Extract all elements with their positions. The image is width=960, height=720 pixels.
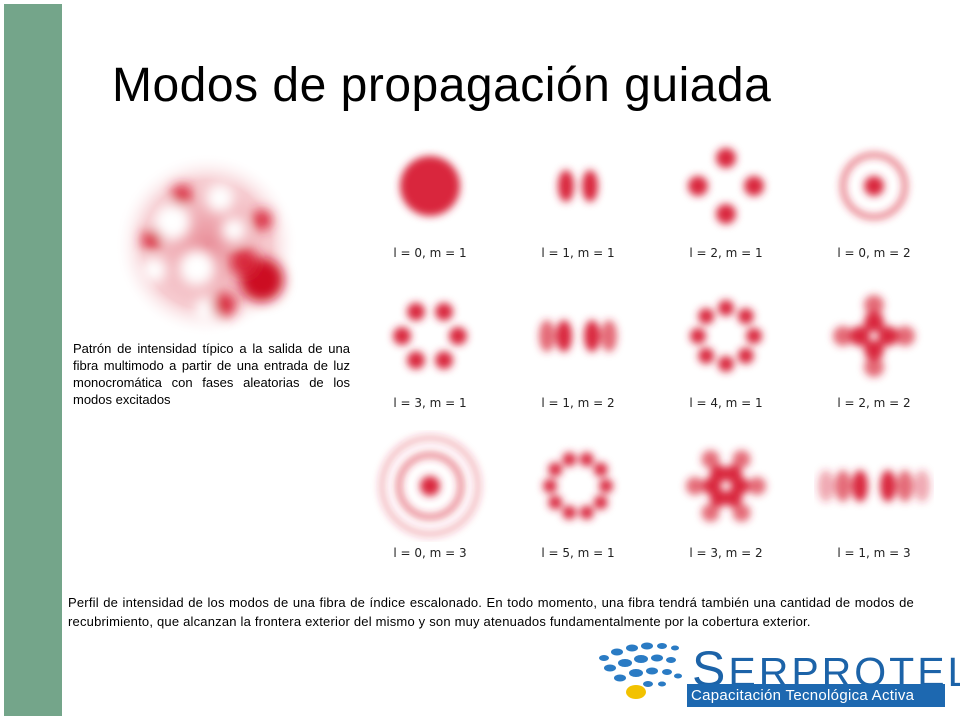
mode-intensity-pattern xyxy=(818,470,930,502)
mode-intensity-pattern xyxy=(393,302,467,370)
mode-intensity-pattern xyxy=(686,450,766,522)
mode-intensity-pattern xyxy=(688,148,764,224)
mode-intensity-pattern xyxy=(840,152,908,220)
mode-profile-1-1: l = 1, m = 1 xyxy=(508,130,648,280)
mode-label: l = 0, m = 1 xyxy=(393,246,467,260)
mode-intensity-pattern xyxy=(400,156,460,216)
mode-label: l = 0, m = 2 xyxy=(837,246,911,260)
mode-label: l = 1, m = 3 xyxy=(837,546,911,560)
mode-intensity-pattern xyxy=(543,452,613,520)
mode-intensity-pattern xyxy=(833,295,915,377)
mode-profile-5-1: l = 5, m = 1 xyxy=(508,430,648,580)
mode-profile-0-3: l = 0, m = 3 xyxy=(360,430,500,580)
logo-tagline: Capacitación Tecnológica Activa xyxy=(687,684,945,707)
mode-label: l = 3, m = 2 xyxy=(689,546,763,560)
mode-profile-grid: l = 0, m = 1 l = 1, m = 1 l = 2, m = 1 l = … xyxy=(360,130,930,582)
mode-label: l = 2, m = 2 xyxy=(837,396,911,410)
mode-profile-4-1: l = 4, m = 1 xyxy=(656,280,796,430)
mode-profile-3-1: l = 3, m = 1 xyxy=(360,280,500,430)
mode-label: l = 2, m = 1 xyxy=(689,246,763,260)
mode-intensity-pattern xyxy=(690,300,762,372)
mode-profile-0-1: l = 0, m = 1 xyxy=(360,130,500,280)
mode-label: l = 0, m = 3 xyxy=(393,546,467,560)
slide-title: Modos de propagación guiada xyxy=(112,59,772,112)
mode-intensity-pattern xyxy=(558,170,598,202)
mode-label: l = 1, m = 1 xyxy=(541,246,615,260)
mode-label: l = 4, m = 1 xyxy=(689,396,763,410)
speckle-pattern-image xyxy=(115,153,299,337)
mode-profile-2-2: l = 2, m = 2 xyxy=(804,280,944,430)
side-accent-bar xyxy=(4,4,62,716)
mode-profile-3-2: l = 3, m = 2 xyxy=(656,430,796,580)
mode-profile-2-1: l = 2, m = 1 xyxy=(656,130,796,280)
mode-label: l = 5, m = 1 xyxy=(541,546,615,560)
mode-profile-1-3: l = 1, m = 3 xyxy=(804,430,944,580)
serprotel-logo-icon xyxy=(599,642,682,699)
mode-profile-1-2: l = 1, m = 2 xyxy=(508,280,648,430)
mode-grid-caption: Perfil de intensidad de los modos de una… xyxy=(68,595,914,629)
mode-label: l = 3, m = 1 xyxy=(393,396,467,410)
mode-intensity-pattern xyxy=(379,435,481,537)
mode-intensity-pattern xyxy=(539,320,617,352)
mode-profile-0-2: l = 0, m = 2 xyxy=(804,130,944,280)
mode-label: l = 1, m = 2 xyxy=(541,396,615,410)
speckle-caption: Patrón de intensidad típico a la salida … xyxy=(73,341,350,407)
